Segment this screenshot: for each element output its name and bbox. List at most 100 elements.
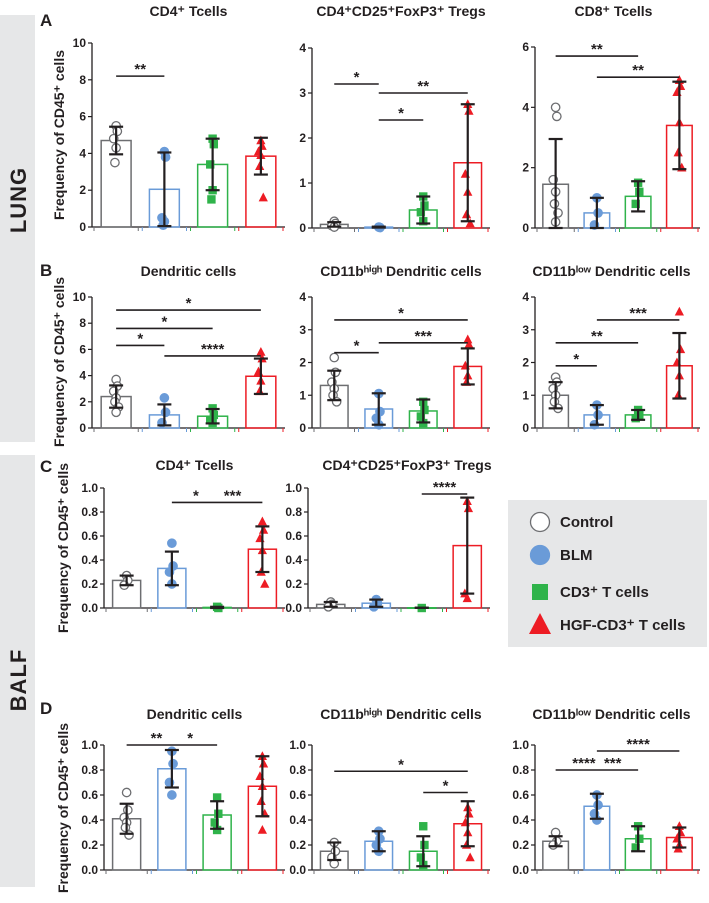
data-point-blm <box>593 410 603 420</box>
data-point-cd3 <box>209 410 219 420</box>
legend-item: HGF-CD3⁺ T cells <box>529 613 685 634</box>
y-tick-label: 1.0 <box>285 481 302 495</box>
significance-label: *** <box>414 328 432 345</box>
y-tick-label: 0 <box>79 421 86 435</box>
lung-section-band <box>0 15 35 442</box>
data-point-blm <box>167 790 177 800</box>
data-point-blm <box>167 538 177 549</box>
chart-title: Dendritic cells <box>147 706 243 722</box>
y-tick-label: 0.4 <box>81 813 98 827</box>
data-point-hgf <box>464 808 474 818</box>
y-tick-label: 0 <box>299 421 306 435</box>
legend-item: CD3⁺ T cells <box>532 584 649 601</box>
significance-label: ** <box>417 78 429 95</box>
legend-circle-icon <box>529 511 551 533</box>
y-tick-label: 0.8 <box>512 763 529 777</box>
y-tick-label: 1 <box>299 176 306 190</box>
data-point-cd3 <box>420 840 429 850</box>
significance-label: ** <box>591 41 603 58</box>
data-point-blm <box>593 208 603 218</box>
y-axis-label-a: Frequency of CD45⁺ cells <box>51 50 67 220</box>
y-tick-label: 4 <box>299 41 306 55</box>
y-tick-label: 0.4 <box>81 553 98 567</box>
y-tick-label: 10 <box>73 290 87 304</box>
data-point-cd3 <box>420 405 429 415</box>
legend-item: BLM <box>529 544 593 566</box>
data-point-hgf <box>461 209 472 219</box>
legend-label: CD3⁺ T cells <box>560 584 649 601</box>
data-point-hgf <box>257 516 267 526</box>
data-point-blm <box>159 393 170 403</box>
data-point-cd3 <box>635 187 644 196</box>
y-tick-label: 0 <box>522 421 529 435</box>
y-tick-label: 0.4 <box>512 813 529 827</box>
data-point-hgf <box>258 524 269 534</box>
y-tick-label: 1 <box>299 388 306 402</box>
data-point-cd3 <box>206 160 215 169</box>
y-tick-label: 0.6 <box>81 529 98 543</box>
y-tick-label: 4 <box>79 369 86 383</box>
data-point-cd3 <box>416 208 426 217</box>
data-point-cd3 <box>631 413 640 423</box>
y-tick-label: 0.2 <box>81 838 98 852</box>
legend-circle-icon <box>529 544 551 566</box>
y-tick-label: 0.4 <box>285 553 302 567</box>
data-point-hgf <box>255 161 265 171</box>
significance-label: * <box>398 756 404 773</box>
data-point-hgf <box>256 346 266 356</box>
y-tick-label: 0.8 <box>81 505 98 519</box>
significance-label: **** <box>201 341 225 358</box>
y-axis-label-d: Frequency of CD45⁺ cells <box>55 723 71 893</box>
data-point-blm <box>160 407 171 418</box>
data-point-blm <box>160 152 171 162</box>
y-tick-label: 0.6 <box>81 788 98 802</box>
y-tick-label: 8 <box>79 73 86 87</box>
significance-label: **** <box>433 479 457 496</box>
y-tick-label: 0 <box>299 221 306 235</box>
data-point-cd3 <box>212 793 222 802</box>
legend: Control BLM CD3⁺ T cells HGF-CD3⁺ T cells <box>508 500 707 647</box>
chart-title: CD4⁺CD25⁺FoxP3⁺ Tregs <box>316 3 485 19</box>
y-tick-label: 0.4 <box>289 813 306 827</box>
significance-label: * *** <box>193 487 242 504</box>
chart-title: CD4⁺ Tcells <box>156 457 234 473</box>
balf-section-band <box>0 455 35 887</box>
data-point-control <box>110 157 120 168</box>
legend-square-icon <box>532 584 548 600</box>
y-tick-label: 8 <box>79 316 86 330</box>
chart-title: CD4⁺ Tcells <box>150 3 228 19</box>
y-tick-label: 0 <box>522 221 529 235</box>
y-tick-label: 0.0 <box>289 863 306 877</box>
y-tick-label: 0.0 <box>81 601 98 615</box>
y-tick-label: 2 <box>79 183 86 197</box>
chart-panel: CD4⁺ Tcells 0.0 0.2 0.4 0.6 0.8 1.0 * *** <box>81 457 285 615</box>
y-tick-label: 1 <box>522 388 529 402</box>
data-point-cd3 <box>416 853 426 862</box>
data-point-cd3 <box>210 818 219 827</box>
data-point-cd3 <box>419 822 428 831</box>
data-point-hgf <box>673 147 683 157</box>
y-tick-label: 0.0 <box>81 863 98 877</box>
y-tick-label: 2 <box>522 356 529 370</box>
data-point-blm <box>593 800 603 810</box>
significance-label: **** *** <box>572 755 621 772</box>
y-tick-label: 0.2 <box>289 838 306 852</box>
y-tick-label: 10 <box>73 36 87 50</box>
significance-label: * <box>573 351 579 368</box>
panel-letter-b: B <box>40 261 52 280</box>
y-tick-label: 3 <box>299 323 306 337</box>
y-tick-label: 0.6 <box>512 788 529 802</box>
y-tick-label: 3 <box>522 323 529 337</box>
legend-item: Control <box>529 511 613 533</box>
data-point-control <box>549 199 560 209</box>
y-tick-label: 0.8 <box>285 505 302 519</box>
data-point-cd3 <box>631 843 640 852</box>
y-tick-label: 4 <box>522 290 529 304</box>
significance-label: ** * <box>151 730 194 747</box>
significance-label: *** <box>629 305 647 322</box>
balf-section-label: BALF <box>6 649 31 712</box>
